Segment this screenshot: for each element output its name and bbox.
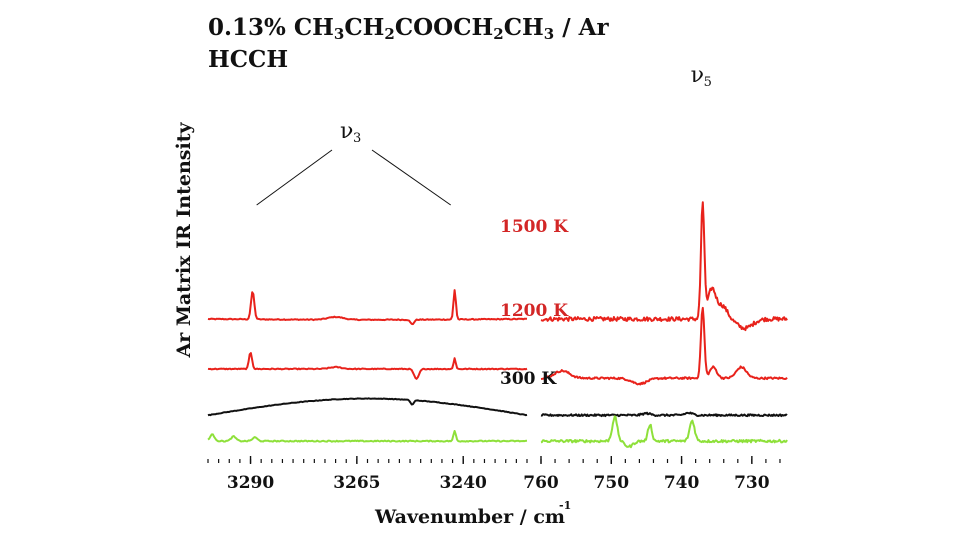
title-part: CH (503, 14, 544, 41)
spectrum-trace (207, 352, 528, 380)
chart-title-line1: 0.13% CH3CH2COOCH2CH3 / Ar (208, 14, 609, 43)
series-label: 1500 K (500, 217, 569, 237)
title-part: COOCH (394, 14, 494, 41)
axes-group: 3290 3265 3240 760 750 740 730 Wavenumber / cm-… (173, 122, 781, 528)
title-part: / Ar (554, 14, 609, 41)
spectrum-trace (540, 411, 788, 418)
spectrum-trace (540, 306, 788, 386)
y-axis-label: Ar Matrix IR Intensity (173, 122, 195, 359)
peak-label-nu3: ν (340, 119, 353, 144)
x-axis-label-superscript: -1 (559, 499, 571, 512)
x-axis-label: Wavenumber / cm (374, 506, 565, 528)
tick-label: 3265 (333, 473, 380, 493)
peak-label-nu5: ν (691, 63, 704, 88)
title-part: CH (344, 14, 385, 41)
spectrum-trace (207, 397, 528, 417)
tick-label: 3240 (440, 473, 487, 493)
title-subscript: 3 (333, 25, 345, 43)
spectrum-trace (540, 415, 788, 449)
title-subscript: 3 (543, 25, 555, 43)
peak-label-subscript: 3 (353, 131, 361, 146)
spectrum-trace (540, 201, 788, 332)
title-subscript: 2 (493, 25, 504, 43)
tick-label: 750 (594, 473, 630, 493)
spectrum-trace (207, 289, 528, 326)
spectrum-trace (207, 430, 528, 443)
title-subscript: 2 (384, 25, 395, 43)
series-label: 1200 K (500, 301, 569, 321)
series-label: 300 K (500, 369, 557, 389)
tick-label: 3290 (227, 473, 274, 493)
tick-label: 730 (734, 473, 770, 493)
title-part: 0.13% CH (208, 14, 334, 41)
tick-label: 740 (664, 473, 700, 493)
peak-label-subscript: 5 (704, 75, 712, 90)
peak-connector-line (256, 149, 333, 206)
tick-label: 760 (523, 473, 559, 493)
peak-connector-line (371, 149, 451, 206)
series-group (207, 201, 788, 449)
chart-title-line2: HCCH (208, 46, 289, 73)
